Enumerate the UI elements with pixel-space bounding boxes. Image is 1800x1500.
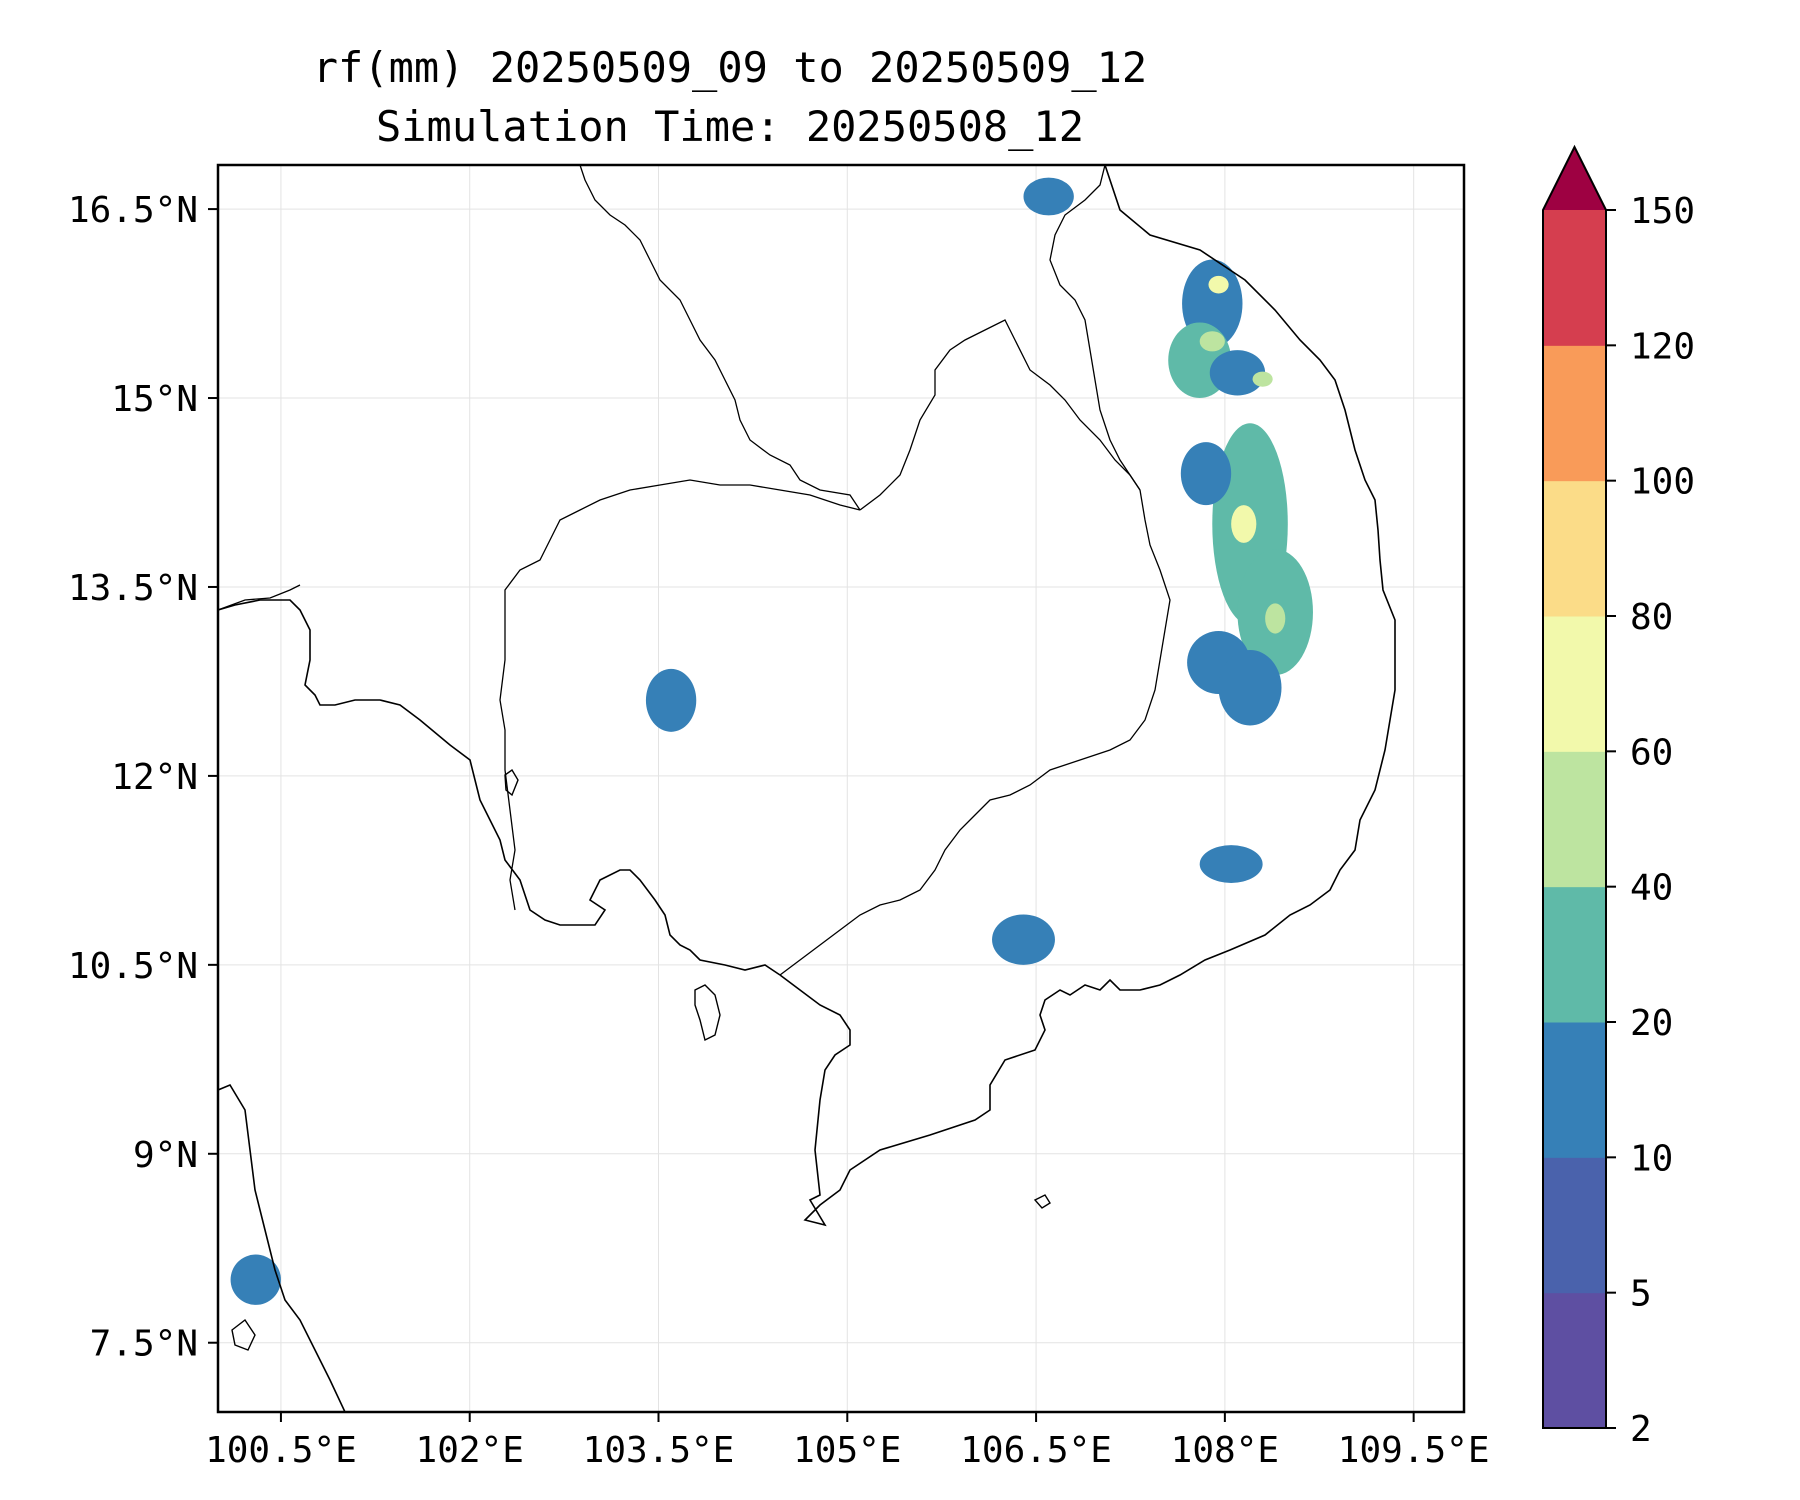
lon-tick-label: 100.5°E bbox=[205, 1430, 357, 1471]
colorbar-tick-label: 20 bbox=[1630, 1003, 1673, 1044]
rainfall-cell bbox=[1180, 442, 1232, 506]
lon-tick-label: 103.5°E bbox=[583, 1430, 735, 1471]
lat-tick-label: 10.5°N bbox=[68, 946, 198, 987]
plot-title-line-1: rf(mm) 20250509_09 to 20250509_12 bbox=[312, 43, 1148, 92]
colorbar-segment bbox=[1543, 616, 1606, 752]
rainfall-cell bbox=[1252, 371, 1273, 387]
rainfall-cell bbox=[1209, 350, 1266, 396]
rainfall-cell bbox=[1199, 331, 1225, 352]
lon-tick-label: 102°E bbox=[416, 1430, 524, 1471]
coastline-gulf-of-thailand bbox=[218, 599, 781, 976]
lat-tick-label: 9°N bbox=[133, 1135, 198, 1176]
island-con-dao bbox=[1033, 1194, 1051, 1209]
colorbar-segment bbox=[1543, 1022, 1606, 1158]
rainfall-cell bbox=[1199, 845, 1263, 883]
lon-tick-label: 105°E bbox=[793, 1430, 901, 1471]
island-samui bbox=[231, 1318, 256, 1351]
coastlines-and-borders bbox=[218, 165, 1396, 1412]
rainfall-cell bbox=[1023, 177, 1074, 216]
colorbar-segment bbox=[1543, 210, 1606, 346]
graticule bbox=[218, 165, 1464, 1412]
colorbar-segment bbox=[1543, 480, 1606, 617]
rainfall-cell bbox=[1265, 603, 1286, 634]
colorbar-tick-label: 60 bbox=[1630, 732, 1673, 773]
colorbar-segment bbox=[1543, 1292, 1606, 1429]
lat-tick-label: 7.5°N bbox=[90, 1324, 198, 1365]
coastline-malay-peninsula bbox=[218, 1083, 346, 1412]
colorbar-tick-label: 80 bbox=[1630, 597, 1673, 638]
rainfall-cell bbox=[645, 668, 697, 732]
lon-tick-label: 109.5°E bbox=[1338, 1430, 1490, 1471]
latitude-ticks: 16.5°N 15°N 13.5°N 12°N 10.5°N 9°N 7.5°N bbox=[68, 190, 218, 1365]
longitude-ticks: 100.5°E 102°E 103.5°E 105°E 106.5°E 108°E 109.… bbox=[205, 1412, 1490, 1471]
colorbar-segment bbox=[1543, 345, 1606, 482]
border-cambodia-vietnam bbox=[779, 489, 1171, 976]
colorbar-tick-label: 2 bbox=[1630, 1409, 1652, 1450]
lat-tick-label: 15°N bbox=[111, 379, 198, 420]
lon-tick-label: 108°E bbox=[1171, 1430, 1279, 1471]
plot-title-line-2: Simulation Time: 20250508_12 bbox=[375, 102, 1084, 151]
colorbar-tick-label: 40 bbox=[1630, 868, 1673, 909]
colorbar-tick-label: 100 bbox=[1630, 462, 1695, 503]
rainfall-cell bbox=[1231, 505, 1257, 543]
colorbar-outline bbox=[1542, 144, 1607, 1429]
colorbar: 2 5 10 20 40 60 80 100 120 150 bbox=[1542, 144, 1695, 1450]
rainfall-cell bbox=[1208, 275, 1229, 294]
rainfall-cell bbox=[1218, 649, 1282, 726]
map-frame bbox=[216, 163, 1466, 1414]
border-laos-cambodia bbox=[859, 319, 1141, 511]
lat-tick-label: 13.5°N bbox=[68, 568, 198, 609]
colorbar-tick-label: 10 bbox=[1630, 1138, 1673, 1179]
lat-tick-label: 16.5°N bbox=[68, 190, 198, 231]
island-koh-kong bbox=[504, 768, 519, 797]
colorbar-tick-label: 150 bbox=[1630, 191, 1695, 232]
border-laos-vietnam bbox=[1049, 165, 1141, 491]
lat-tick-label: 12°N bbox=[111, 757, 198, 798]
island-phu-quoc bbox=[694, 984, 721, 1042]
border-thailand-myanmar bbox=[218, 584, 301, 611]
lon-tick-label: 106.5°E bbox=[960, 1430, 1112, 1471]
rainfall-contours bbox=[230, 177, 1313, 1305]
colorbar-extend-arrow bbox=[1543, 147, 1606, 210]
colorbar-segment bbox=[1543, 751, 1606, 888]
colorbar-tick-label: 120 bbox=[1630, 326, 1695, 367]
colorbar-segment bbox=[1543, 886, 1606, 1023]
border-thailand-cambodia bbox=[499, 479, 861, 911]
coastline-vietnam bbox=[779, 165, 1396, 1227]
colorbar-tick-label: 5 bbox=[1630, 1274, 1652, 1315]
rainfall-cell bbox=[230, 1254, 281, 1305]
rainfall-cell bbox=[992, 914, 1055, 965]
map-area bbox=[218, 165, 1464, 1412]
colorbar-segment bbox=[1543, 1157, 1606, 1294]
border-laos-thailand bbox=[579, 165, 861, 511]
